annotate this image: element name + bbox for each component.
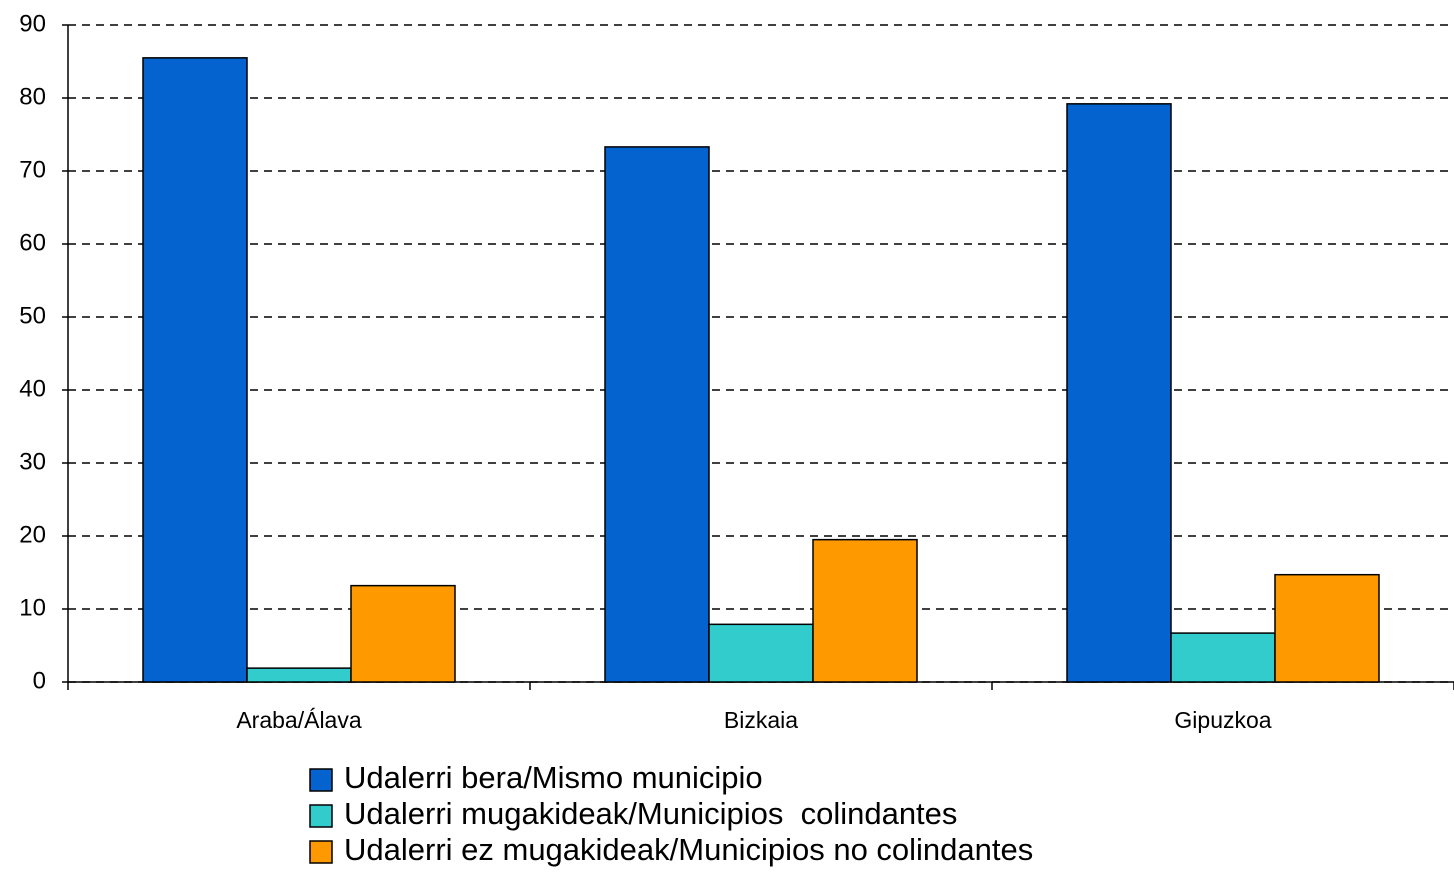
legend-label: Udalerri mugakideak/Municipios colindant… <box>344 796 957 831</box>
y-tick-label: 40 <box>19 375 46 402</box>
y-tick-label: 90 <box>19 10 46 37</box>
y-tick-label: 80 <box>19 83 46 110</box>
bar <box>1066 103 1172 683</box>
y-tick-label: 60 <box>19 229 46 256</box>
bar <box>142 57 248 683</box>
y-tick-label: 20 <box>19 521 46 548</box>
y-tick-label: 30 <box>19 448 46 475</box>
legend-label: Udalerri ez mugakideak/Municipios no col… <box>344 832 1033 867</box>
legend-swatch <box>309 768 333 792</box>
bar <box>604 146 710 683</box>
bar <box>1274 573 1380 683</box>
bar <box>246 667 352 683</box>
legend-swatch <box>309 840 333 864</box>
legend-swatch <box>309 804 333 828</box>
bar <box>1170 632 1276 683</box>
x-tick-label: Gipuzkoa <box>1174 707 1271 733</box>
y-tick-label: 70 <box>19 156 46 183</box>
bar <box>350 584 456 683</box>
x-tick-label: Araba/Álava <box>236 707 362 733</box>
bar <box>708 623 814 683</box>
bar <box>812 538 918 683</box>
y-tick-label: 0 <box>33 667 46 694</box>
y-tick-label: 50 <box>19 302 46 329</box>
x-tick-label: Bizkaia <box>724 707 798 733</box>
legend-label: Udalerri bera/Mismo municipio <box>344 760 763 795</box>
y-tick-label: 10 <box>19 594 46 621</box>
